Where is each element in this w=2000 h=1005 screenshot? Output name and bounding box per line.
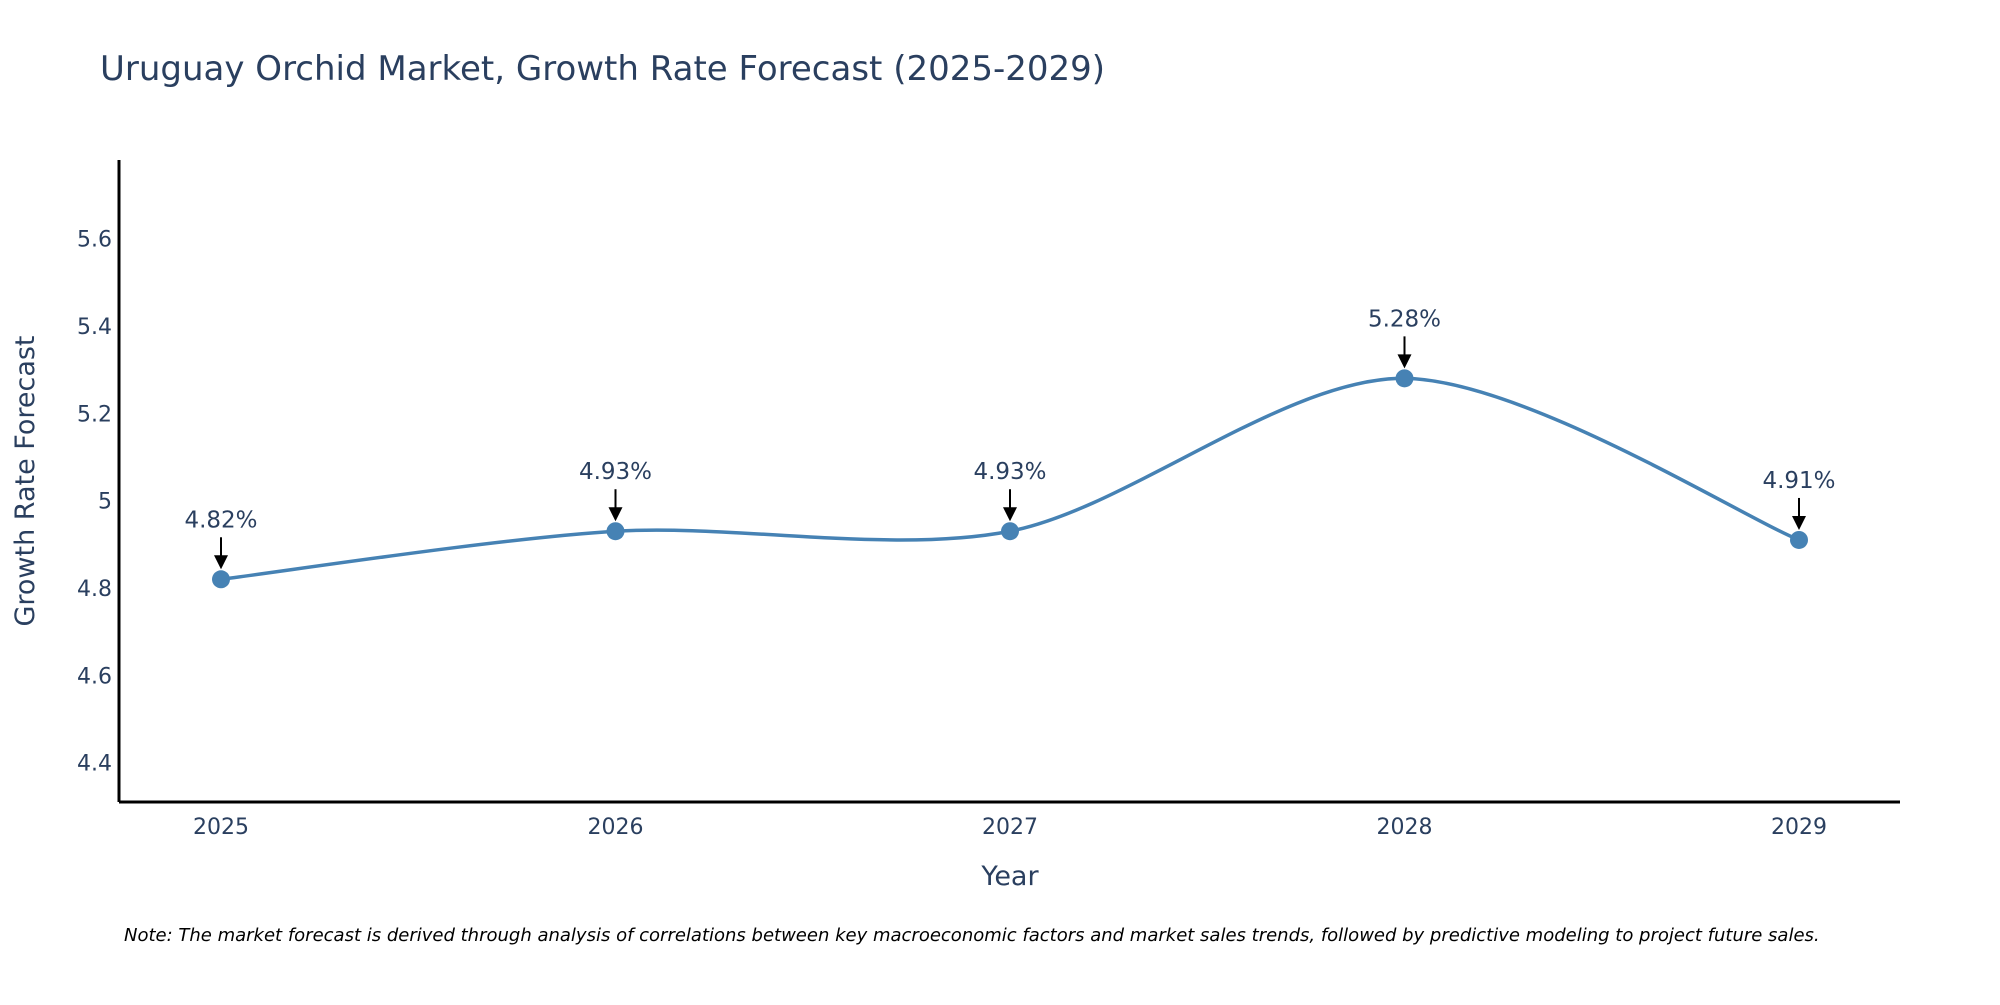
y-axis-ticks: 4.4 4.6 4.8 5 5.2 5.4 5.6 — [77, 228, 112, 777]
data-label: 5.28% — [1368, 306, 1441, 332]
data-label: 4.93% — [973, 459, 1046, 485]
x-tick-label: 2029 — [1771, 815, 1827, 840]
data-label: 4.91% — [1762, 468, 1835, 494]
data-point — [1395, 369, 1414, 388]
chart-title: Uruguay Orchid Market, Growth Rate Forec… — [100, 49, 1105, 89]
x-tick-label: 2028 — [1377, 815, 1433, 840]
annotation-arrow-head — [1397, 354, 1412, 369]
y-tick-label: 5.4 — [77, 315, 112, 340]
y-tick-label: 4.8 — [77, 577, 112, 602]
x-axis-title: Year — [980, 861, 1039, 892]
data-label: 4.93% — [579, 459, 652, 485]
data-point — [212, 570, 230, 589]
footnote: Note: The market forecast is derived thr… — [124, 925, 1820, 946]
x-tick-label: 2025 — [193, 815, 249, 840]
data-point — [606, 522, 625, 541]
data-markers — [212, 369, 1808, 589]
y-tick-label: 4.6 — [77, 664, 112, 689]
annotation-arrow-head — [214, 555, 228, 570]
data-label: 4.82% — [184, 507, 257, 533]
annotation-arrow-head — [1003, 507, 1017, 522]
data-annotations: 4.82% 4.93% 4.93% 5.28% 4.91% — [184, 306, 1836, 570]
annotation-arrow-head — [1792, 515, 1806, 530]
x-tick-label: 2027 — [982, 815, 1038, 840]
y-tick-label: 5.2 — [77, 402, 112, 427]
annotation-arrow-head — [608, 507, 623, 522]
x-axis-ticks: 2025 2026 2027 2028 2029 — [193, 815, 1827, 840]
data-point — [1001, 522, 1019, 541]
y-tick-label: 5 — [98, 490, 112, 515]
y-axis-title: Growth Rate Forecast — [10, 335, 41, 626]
x-tick-label: 2026 — [588, 815, 644, 840]
y-tick-label: 5.6 — [77, 228, 112, 253]
data-point — [1790, 530, 1808, 549]
y-tick-label: 4.4 — [77, 752, 112, 777]
